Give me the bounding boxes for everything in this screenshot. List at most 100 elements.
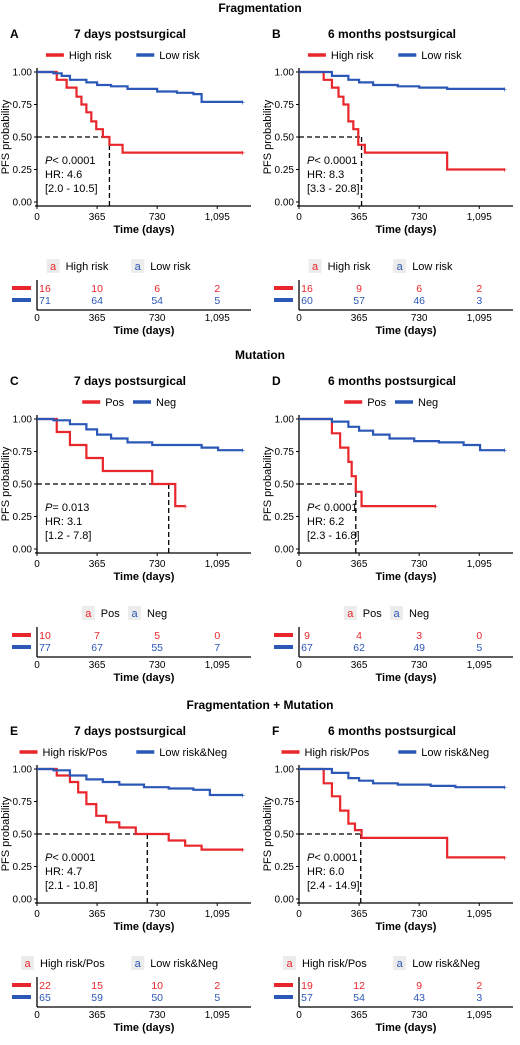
risk-legend-letter-low: a <box>393 608 400 620</box>
risk-legend-label-high: Pos <box>363 608 382 620</box>
p-value: < 0.0001 <box>314 852 357 864</box>
risk-legend-letter-low: a <box>135 261 142 273</box>
y-tick-label: 0.50 <box>13 133 33 144</box>
panel-subtitle: 6 months postsurgical <box>328 724 456 738</box>
y-tick-label: 0.00 <box>275 198 295 209</box>
survival-curve-low <box>299 417 505 452</box>
censor-mark: + <box>502 783 507 792</box>
p-label: P <box>45 502 53 514</box>
x-tick-label: 0 <box>34 909 40 920</box>
legend-label-high: High risk <box>69 50 112 62</box>
x-tick-label: 365 <box>351 559 368 570</box>
risk-table-tick-label: 0 <box>296 660 302 671</box>
x-tick-label: 1,095 <box>205 909 230 920</box>
panel-letter: F <box>272 724 279 738</box>
legend-label-high: High risk/Pos <box>43 747 108 759</box>
confidence-interval-text: [1.2 - 7.8] <box>45 530 91 542</box>
confidence-interval-text: [2.1 - 10.8] <box>45 880 98 892</box>
x-tick-label: 365 <box>351 909 368 920</box>
y-tick-label: 0.50 <box>275 830 295 841</box>
y-tick-label: 0.50 <box>275 133 295 144</box>
y-tick-label: 0.75 <box>275 100 295 111</box>
censor-mark: + <box>502 85 507 94</box>
y-tick-label: 1.00 <box>13 415 33 426</box>
p-value-text: P< 0.0001 <box>45 155 95 167</box>
risk-legend-letter-low: a <box>397 261 404 273</box>
risk-count-high: 9 <box>356 283 362 295</box>
panel-subtitle: 7 days postsurgical <box>74 374 186 388</box>
panel-subtitle: 7 days postsurgical <box>74 27 186 41</box>
risk-table-tick-label: 1,095 <box>205 660 230 671</box>
x-axis-title: Time (days) <box>114 224 175 236</box>
confidence-interval-text: [2.4 - 14.9] <box>307 880 360 892</box>
risk-table-tick-label: 730 <box>411 660 428 671</box>
legend-label-high: High risk <box>331 50 374 62</box>
risk-table-tick-label: 0 <box>34 660 40 671</box>
risk-table-tick-label: 365 <box>89 660 106 671</box>
x-tick-label: 730 <box>411 909 428 920</box>
risk-count-low: 67 <box>91 642 103 654</box>
risk-table-tick-label: 365 <box>89 1010 106 1021</box>
risk-count-high: 2 <box>214 283 220 295</box>
risk-legend-letter-high: a <box>85 608 92 620</box>
risk-table-x-title: Time (days) <box>376 325 437 337</box>
risk-table-tick-label: 365 <box>351 660 368 671</box>
risk-table-tick-label: 0 <box>296 313 302 324</box>
risk-legend-label-high: High risk <box>66 261 109 273</box>
risk-table-x-title: Time (days) <box>114 325 175 337</box>
risk-count-low: 59 <box>91 992 103 1004</box>
risk-table-tick-label: 730 <box>149 1010 166 1021</box>
risk-legend-label-high: High risk <box>328 261 371 273</box>
risk-count-low: 54 <box>151 295 163 307</box>
risk-legend-key-low <box>393 956 407 970</box>
y-tick-label: 1.00 <box>13 68 33 79</box>
risk-table-tick-label: 0 <box>296 1010 302 1021</box>
y-tick-label: 0.50 <box>13 480 33 491</box>
x-tick-label: 365 <box>89 559 106 570</box>
p-label: P <box>307 155 315 167</box>
x-tick-label: 1,095 <box>205 559 230 570</box>
x-tick-label: 1,095 <box>205 212 230 223</box>
risk-count-low: 64 <box>91 295 103 307</box>
x-tick-label: 365 <box>89 212 106 223</box>
risk-count-high: 2 <box>476 283 482 295</box>
p-value: < 0.0001 <box>314 502 357 514</box>
panel-subtitle: 6 months postsurgical <box>328 27 456 41</box>
survival-curve-high <box>37 767 243 851</box>
survival-curve-low <box>299 70 505 90</box>
y-tick-label: 0.50 <box>13 830 33 841</box>
risk-count-high: 6 <box>154 283 160 295</box>
risk-count-high: 0 <box>476 630 482 642</box>
risk-table-tick-label: 1,095 <box>467 313 492 324</box>
legend-label-high: Pos <box>105 397 124 409</box>
hazard-ratio-text: HR: 4.6 <box>45 169 82 181</box>
y-tick-label: 1.00 <box>13 765 33 776</box>
censor-mark: + <box>240 791 245 800</box>
legend-label-low: Low risk <box>159 50 200 62</box>
survival-curve-low <box>37 767 243 797</box>
risk-count-high: 2 <box>214 980 220 992</box>
survival-curve-high <box>299 417 436 508</box>
risk-legend-label-low: Low risk <box>412 261 453 273</box>
x-tick-label: 0 <box>34 212 40 223</box>
risk-legend-key-high <box>81 606 95 620</box>
censor-mark: + <box>433 502 438 511</box>
risk-count-low: 5 <box>214 295 220 307</box>
risk-count-low: 54 <box>353 992 365 1004</box>
risk-legend-label-low: Low risk&Neg <box>150 958 218 970</box>
survival-curve-high <box>299 70 505 171</box>
risk-count-high: 9 <box>416 980 422 992</box>
survival-curve-low <box>37 417 243 452</box>
y-axis-title: PFS probability <box>0 99 12 174</box>
x-tick-label: 0 <box>296 559 302 570</box>
risk-count-low: 5 <box>476 642 482 654</box>
x-axis-title: Time (days) <box>114 921 175 933</box>
risk-table-x-title: Time (days) <box>114 1022 175 1034</box>
confidence-interval-text: [3.3 - 20.8] <box>307 183 360 195</box>
p-value: = 0.013 <box>52 502 89 514</box>
risk-count-low: 77 <box>39 642 51 654</box>
p-value-text: P< 0.0001 <box>45 852 95 864</box>
x-tick-label: 730 <box>411 559 428 570</box>
risk-legend-key-low <box>131 259 145 273</box>
panel-letter: C <box>10 374 19 388</box>
